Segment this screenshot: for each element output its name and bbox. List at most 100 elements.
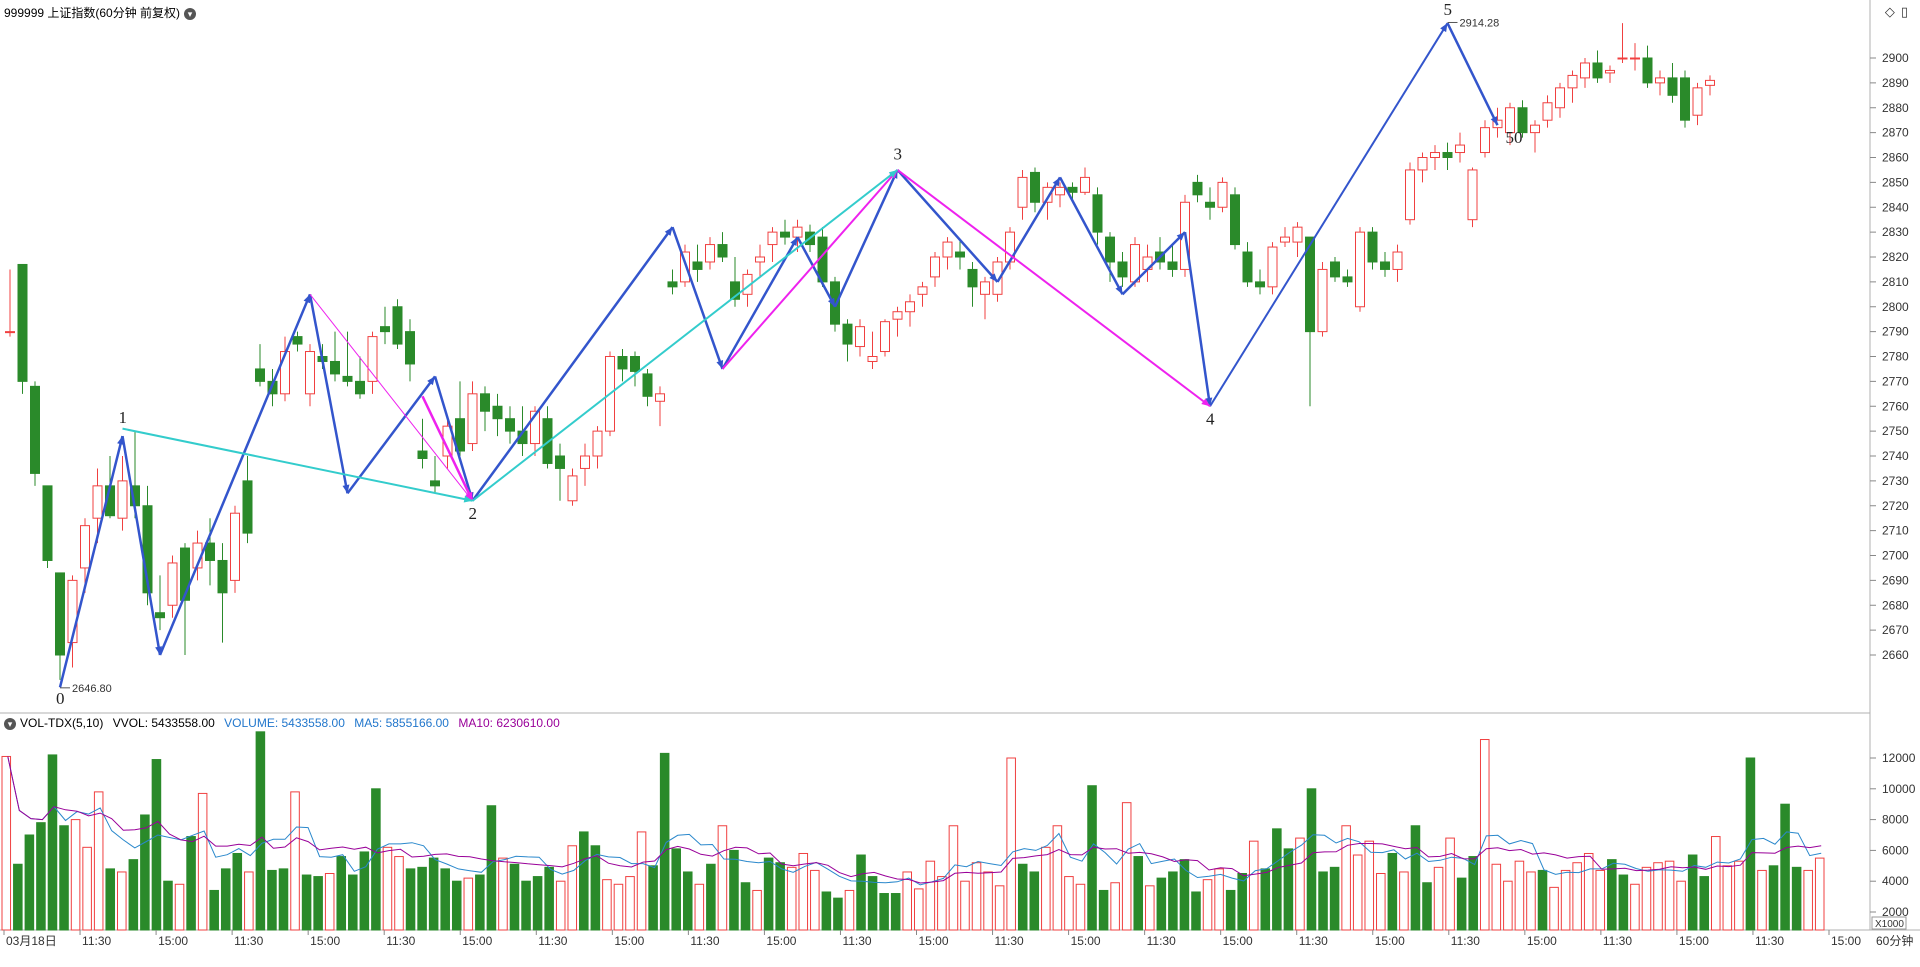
volume-bar-down bbox=[13, 863, 23, 931]
volume-bar-up bbox=[1514, 860, 1525, 931]
wave-label: 50 bbox=[1506, 128, 1523, 147]
volume-bar-up bbox=[1710, 836, 1721, 931]
vol-indicator-name: VOL-TDX(5,10) bbox=[20, 716, 104, 730]
volume-bar-up bbox=[93, 791, 104, 931]
volume-bar-up bbox=[1526, 871, 1536, 931]
candle-up bbox=[680, 251, 690, 283]
volume-tick-label: 8000 bbox=[1882, 813, 1909, 827]
candle-down bbox=[417, 450, 428, 459]
candle-down bbox=[1330, 261, 1340, 278]
volume-bar-up bbox=[1630, 883, 1640, 931]
candle-up bbox=[1530, 124, 1540, 134]
volume-bar-down bbox=[729, 849, 739, 931]
volume-bar-down bbox=[105, 868, 116, 931]
volume-bar-up bbox=[994, 885, 1005, 931]
volume-bar-up bbox=[1595, 869, 1606, 931]
price-tick-label: 2830 bbox=[1882, 225, 1909, 239]
candle-down bbox=[292, 336, 303, 345]
candle-down bbox=[480, 393, 490, 412]
candle-up bbox=[980, 281, 990, 295]
volume-bar-up bbox=[1214, 868, 1224, 931]
time-axis: 03月18日 11:30 15:00 11:30 15:00 11:30 15:00 11:3… bbox=[3, 930, 1913, 948]
volume-bar-up bbox=[1352, 854, 1363, 931]
volume-bar-down bbox=[1387, 852, 1398, 931]
volume-bar-down bbox=[163, 880, 173, 931]
wave-blue-segment bbox=[158, 293, 312, 656]
volume-bar-up bbox=[555, 880, 566, 931]
diamond-icon[interactable]: ◇ bbox=[1884, 4, 1895, 19]
candle-up bbox=[1580, 62, 1590, 79]
candle-up bbox=[1292, 226, 1303, 243]
volume-bar-up bbox=[382, 846, 393, 931]
wave-magenta-segment-arrow bbox=[465, 491, 473, 501]
time-tick-label: 11:30 bbox=[1603, 934, 1632, 948]
volume-bar-down bbox=[1156, 877, 1167, 931]
volume-bar-up bbox=[1572, 862, 1582, 931]
price-axis: 2660 2670 2680 2690 2700 2710 2720 2730 2740 2750… bbox=[1870, 51, 1909, 662]
candle-up bbox=[1317, 268, 1328, 333]
volume-bar-down bbox=[740, 882, 751, 931]
wave-blue-segment-arrow bbox=[716, 359, 724, 369]
candle-down bbox=[630, 356, 640, 372]
candle-up bbox=[1430, 152, 1440, 158]
price-tick-label: 2870 bbox=[1882, 126, 1909, 140]
volume-bar-up bbox=[752, 889, 762, 931]
volume-unit-box bbox=[1871, 916, 1907, 930]
price-tick-label: 2770 bbox=[1882, 374, 1909, 388]
volume-bar-down bbox=[36, 822, 46, 931]
chevron-down-icon[interactable]: ▾ bbox=[184, 7, 197, 20]
volume-bar-down bbox=[278, 868, 289, 931]
time-tick-label: 11:30 bbox=[995, 934, 1024, 948]
candle-up bbox=[1705, 79, 1715, 86]
candle-up bbox=[892, 311, 903, 320]
volume-bar-down bbox=[1272, 828, 1282, 931]
price-tick-label: 2660 bbox=[1882, 648, 1909, 662]
time-tick-label: 11:30 bbox=[690, 934, 719, 948]
volume-bar-up bbox=[960, 880, 970, 931]
chevron-down-icon[interactable]: ▾ bbox=[4, 717, 16, 730]
candle-down bbox=[1255, 281, 1265, 288]
volume-bar-up bbox=[498, 857, 508, 931]
volume-bar-up bbox=[717, 825, 728, 931]
panel-icon[interactable]: ▯ bbox=[1900, 4, 1908, 19]
volume-bar-down bbox=[220, 868, 231, 931]
candle-down bbox=[667, 281, 678, 288]
volume-bar-down bbox=[1745, 757, 1756, 931]
wave-label: 3 bbox=[894, 144, 903, 163]
volume-bar-down bbox=[532, 876, 543, 931]
volume-bar-down bbox=[1029, 871, 1040, 931]
volume-bar-down bbox=[1768, 865, 1779, 931]
volume-bar-down bbox=[1306, 788, 1317, 931]
price-tick-label: 2780 bbox=[1882, 350, 1909, 364]
wave-blue-segment-arrow bbox=[1490, 116, 1498, 126]
candle-up bbox=[1130, 244, 1140, 283]
volume-bar-down bbox=[879, 893, 889, 931]
candle-up bbox=[280, 351, 290, 395]
wave-blue-segment-arrow bbox=[1052, 177, 1060, 187]
volume-bar-down bbox=[775, 862, 785, 931]
candle-up bbox=[367, 336, 378, 382]
volume-bar-down bbox=[706, 863, 716, 931]
wave-blue-segment-arrow bbox=[790, 237, 798, 247]
candle-down bbox=[780, 231, 790, 238]
volume-ma5-line bbox=[7, 756, 1822, 886]
volume-bar-down bbox=[1179, 859, 1190, 931]
volume-bar-up bbox=[82, 846, 92, 931]
candle-up bbox=[1417, 157, 1428, 171]
candle-up bbox=[467, 393, 478, 445]
wave-labels: 0 1 2 3 4 5 50 2646.80 2914.28 bbox=[56, 0, 1523, 708]
wave-blue-segment-arrow bbox=[989, 273, 998, 282]
candle-down bbox=[380, 326, 390, 333]
candle-down bbox=[330, 360, 340, 375]
candle-down bbox=[1167, 261, 1178, 270]
candle-down bbox=[967, 268, 978, 288]
volume-bar-down bbox=[1329, 866, 1340, 931]
volume-bar-up bbox=[844, 889, 855, 931]
volume-label: VOLUME: 5433558.00 bbox=[224, 716, 345, 730]
wave-blue-segment bbox=[833, 169, 899, 308]
time-tick-label: 15:00 bbox=[766, 934, 796, 948]
volume-bar-down bbox=[1468, 856, 1478, 931]
volume-bar-up bbox=[1549, 886, 1559, 931]
volume-bar-up bbox=[1445, 837, 1455, 931]
price-tick-label: 2900 bbox=[1882, 51, 1909, 65]
